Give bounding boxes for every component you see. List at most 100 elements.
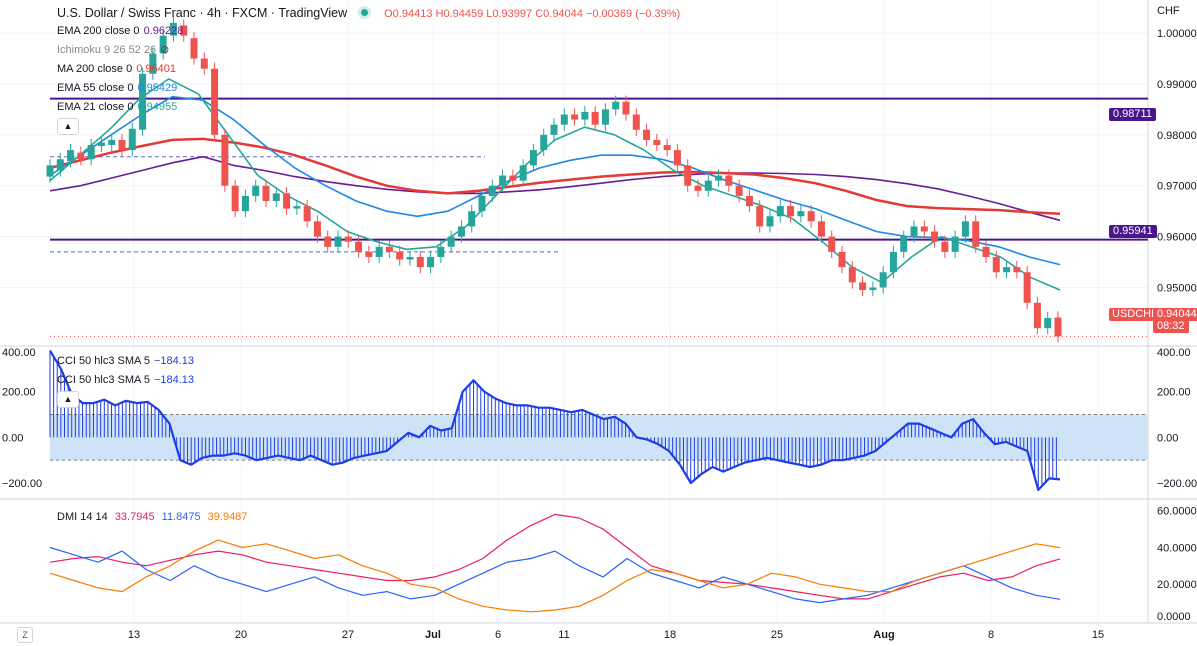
y-tick-label: 0.00 [1157,432,1178,444]
candle-body [848,267,856,283]
candle-body [139,73,147,130]
candle-body [180,25,188,36]
candle-body [231,185,239,212]
cci-legend-1[interactable]: CCI 50 hlc3 SMA 5 −184.13 [57,355,194,368]
y-tick-label: 40.0000 [1157,542,1197,554]
y-tick-label-left: 400.00 [2,347,36,359]
candle-body [992,256,1000,273]
candle-body [406,256,414,260]
ohlc-readout: O0.94413 H0.94459 L0.93997 C0.94044 −0.0… [384,8,681,20]
level-high-tag: 0.98711 [1109,108,1156,121]
indicator-legend-row[interactable]: EMA 21 close 0 0.94955 [57,101,177,114]
candle-body [355,241,363,252]
cci-line [49,350,1061,491]
y-tick-label: 0.99000 [1157,79,1197,91]
candle-body [622,101,630,115]
indicator-legend-row[interactable]: EMA 200 close 0 0.96228 [57,25,183,38]
candle-body [375,246,383,257]
candle-body [591,111,599,125]
candle-body [632,114,640,130]
last-price-tag: 0.94044 [1153,308,1197,321]
symbol-title[interactable]: U.S. Dollar / Swiss Franc · 4h · FXCM · … [57,6,348,20]
indicator-label: EMA 21 close 0 [57,101,134,113]
candle-body [272,193,280,201]
candle-body [313,221,321,237]
candle-body [46,165,54,177]
candle-body [159,35,167,54]
market-status-icon [361,9,369,16]
indicator-legend-row[interactable]: Ichimoku 9 26 52 26 ⊘ [57,44,169,57]
candle-body [324,236,332,247]
candle-body [601,109,609,125]
cci-value: −184.13 [153,355,195,367]
countdown-tag: 08:32 [1153,320,1189,333]
candle-body [910,226,918,237]
candle-body [427,256,435,268]
candle-body [128,128,136,151]
dmi-pane[interactable] [49,513,1061,613]
candle-body [262,185,270,201]
candle-body [519,165,527,181]
candle-body [673,150,681,166]
candle-body [509,175,517,181]
candle-body [56,159,64,171]
indicator-label: Ichimoku 9 26 52 26 [57,44,157,56]
candle-body [776,206,784,217]
candle-body [447,236,455,247]
indicator-legend-row[interactable]: MA 200 close 0 0.96401 [57,63,176,76]
candle-body [1054,317,1062,337]
candle-body [972,221,980,247]
candle-body [437,246,445,257]
y-tick-label: −200.00 [1157,478,1197,490]
candle-body [478,195,486,212]
candle-body [725,175,733,186]
candle-body [293,206,301,209]
dmi-label: DMI 14 14 [57,511,108,523]
candle-body [1013,267,1021,273]
candle-body [817,221,825,237]
price-pane[interactable] [46,16,1149,343]
indicator-value: 0.96228 [143,25,184,37]
cci-pane[interactable] [49,350,1148,491]
candle-body [859,282,867,291]
y-tick-label: 60.0000 [1157,506,1197,518]
y-tick-label: 0.97000 [1157,181,1197,193]
zoom-button[interactable]: Z [17,627,33,643]
indicator-value: 0.96401 [136,63,176,75]
candle-body [416,256,424,268]
y-tick-label: 0.0000 [1157,611,1191,623]
overlay-line-ema-200 [49,155,1061,222]
candle-body [920,226,928,232]
cci-legend-2[interactable]: CCI 50 hlc3 SMA 5 −184.13 [57,374,194,387]
currency-label[interactable]: CHF [1157,5,1180,17]
candle-body [200,58,208,69]
candle-body [67,150,75,162]
candle-body [488,185,496,196]
collapse-legend-button[interactable]: ▲ [57,118,79,135]
x-tick-label: 25 [771,629,783,641]
candle-body [982,246,990,257]
candle-body [252,185,260,196]
x-tick-label: 8 [988,629,994,641]
candle-body [951,236,959,252]
candle-body [283,193,291,209]
indicator-value: 0.95429 [137,82,178,94]
dmi-legend[interactable]: DMI 14 14 33.7945 11.8475 39.9487 [57,511,247,524]
candle-body [149,53,157,74]
candle-body [869,287,877,291]
candle-body [612,101,620,110]
hidden-eye-icon[interactable]: ⊘ [160,44,170,56]
candle-body [787,206,795,217]
cci-label: CCI 50 hlc3 SMA 5 [57,355,150,367]
candle-body [97,142,105,147]
collapse-cci-button[interactable]: ▲ [57,391,79,408]
candle-body [1003,267,1011,273]
x-tick-label: Aug [873,629,894,641]
candle-body [1044,318,1052,329]
indicator-legend-row[interactable]: EMA 55 close 0 0.95429 [57,82,177,95]
candle-body [87,145,95,160]
y-tick-label: 1.00000 [1157,28,1197,40]
y-tick-label: 400.00 [1157,347,1191,359]
candle-body [756,206,764,227]
candle-body [879,272,887,288]
